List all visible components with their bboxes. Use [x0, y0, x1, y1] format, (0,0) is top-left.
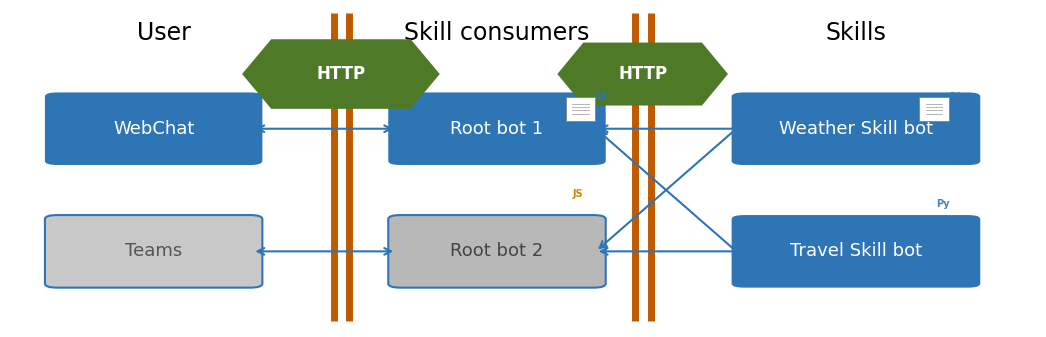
FancyBboxPatch shape [731, 92, 980, 165]
Text: Root bot 2: Root bot 2 [451, 242, 544, 261]
FancyBboxPatch shape [45, 215, 263, 288]
Text: Weather Skill bot: Weather Skill bot [779, 120, 933, 138]
Text: HTTP: HTTP [316, 65, 365, 83]
Polygon shape [558, 42, 728, 105]
FancyBboxPatch shape [566, 97, 595, 121]
Text: Skill consumers: Skill consumers [405, 21, 590, 44]
Text: WebChat: WebChat [113, 120, 195, 138]
FancyBboxPatch shape [388, 215, 606, 288]
FancyBboxPatch shape [388, 92, 606, 165]
Text: JS: JS [573, 189, 584, 199]
Text: C#: C# [595, 92, 608, 101]
Text: Root bot 1: Root bot 1 [451, 120, 544, 138]
FancyBboxPatch shape [731, 215, 980, 288]
Text: Skills: Skills [825, 21, 886, 44]
FancyBboxPatch shape [45, 92, 263, 165]
Polygon shape [242, 39, 439, 109]
FancyBboxPatch shape [919, 97, 949, 121]
Text: Travel Skill bot: Travel Skill bot [790, 242, 922, 261]
Text: Teams: Teams [126, 242, 182, 261]
Text: C#: C# [949, 92, 961, 101]
Text: User: User [137, 21, 191, 44]
Text: Py: Py [936, 198, 950, 209]
Text: HTTP: HTTP [618, 65, 667, 83]
